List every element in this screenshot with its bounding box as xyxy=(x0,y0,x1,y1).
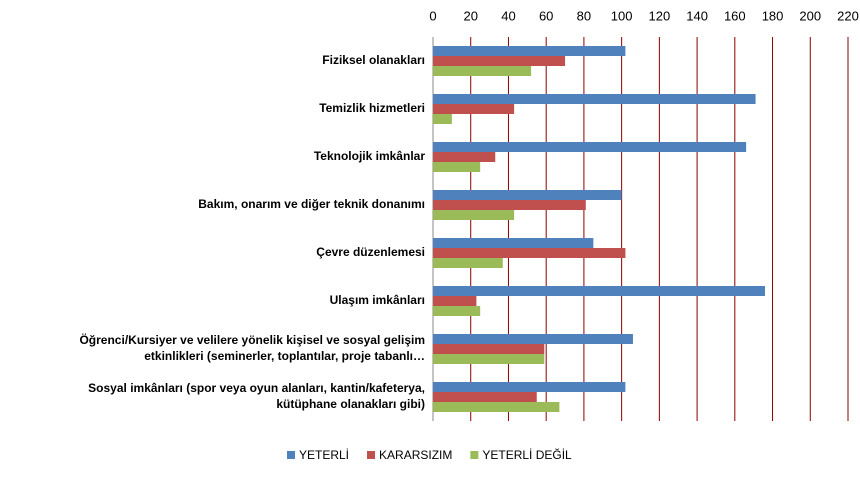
bar xyxy=(433,104,515,114)
category-label: Teknolojik imkânlar xyxy=(314,149,425,163)
bar xyxy=(433,296,477,306)
x-tick-label: 220 xyxy=(837,8,859,23)
bar xyxy=(433,306,481,316)
bar xyxy=(433,382,626,392)
bar xyxy=(433,238,594,248)
x-tick-label: 80 xyxy=(577,8,591,23)
legend-swatch xyxy=(470,451,479,459)
category-label: Ulaşım imkânları xyxy=(330,293,425,307)
bar xyxy=(433,162,481,172)
x-tick-label: 40 xyxy=(501,8,515,23)
bar xyxy=(433,210,515,220)
legend-label: KARARSIZIM xyxy=(379,448,452,462)
x-tick-label: 60 xyxy=(539,8,553,23)
legend-swatch xyxy=(367,451,376,459)
category-label: Bakım, onarım ve diğer teknik donanımı xyxy=(198,197,425,211)
bar xyxy=(433,190,622,200)
x-tick-label: 160 xyxy=(724,8,746,23)
x-tick-label: 20 xyxy=(463,8,477,23)
bar xyxy=(433,354,545,364)
bar xyxy=(433,66,532,76)
x-tick-label: 120 xyxy=(649,8,671,23)
category-label: Öğrenci/Kursiyer ve velilere yönelik kiş… xyxy=(79,332,425,363)
category-label: Sosyal imkânları (spor veya oyun alanlar… xyxy=(88,381,425,411)
bar xyxy=(433,392,537,402)
legend-label: YETERLİ xyxy=(299,448,349,462)
x-tick-label: 140 xyxy=(686,8,708,23)
category-label: Fiziksel olanakları xyxy=(322,53,425,67)
bar xyxy=(433,402,560,412)
bar xyxy=(433,258,503,268)
bar xyxy=(433,94,756,104)
x-tick-label: 200 xyxy=(799,8,821,23)
bar xyxy=(433,56,566,66)
bar xyxy=(433,46,626,56)
bar xyxy=(433,114,452,124)
x-tick-label: 180 xyxy=(762,8,784,23)
legend-swatch xyxy=(287,451,295,459)
x-tick-label: 100 xyxy=(611,8,633,23)
bar xyxy=(433,248,626,258)
x-tick-label: 0 xyxy=(429,8,436,23)
bar xyxy=(433,344,545,354)
bar xyxy=(433,152,496,162)
bar xyxy=(433,334,633,344)
bar xyxy=(433,142,747,152)
legend-label: YETERLİ DEĞİL xyxy=(482,447,572,462)
category-label: Temizlik hizmetleri xyxy=(319,101,425,115)
bar xyxy=(433,200,586,210)
bar xyxy=(433,286,765,296)
category-label: Çevre düzenlemesi xyxy=(316,245,425,259)
